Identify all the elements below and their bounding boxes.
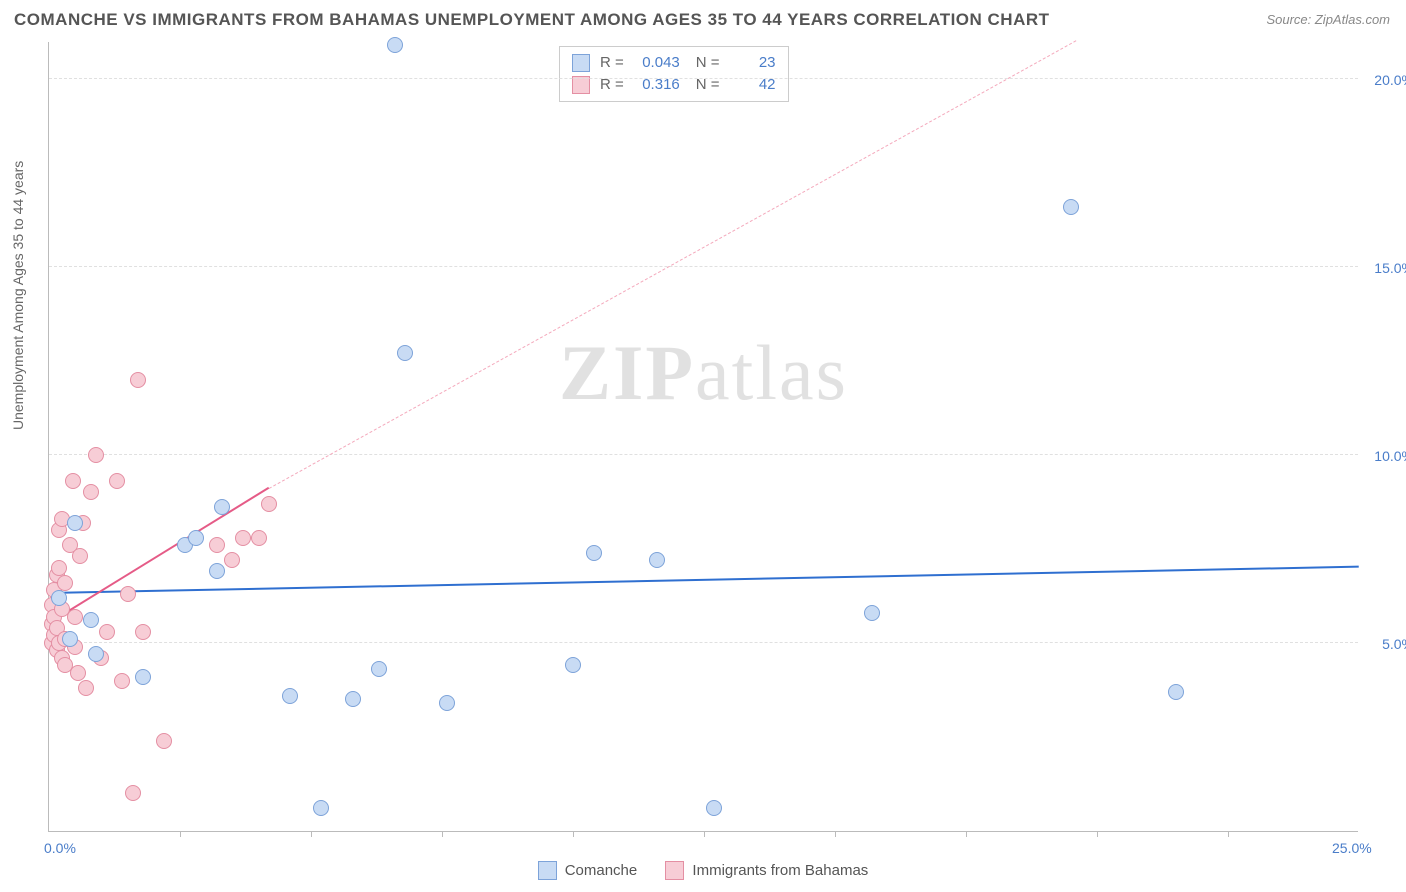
data-point — [209, 563, 225, 579]
data-point — [586, 545, 602, 561]
gridline — [49, 454, 1358, 455]
data-point — [706, 800, 722, 816]
data-point — [261, 496, 277, 512]
data-point — [135, 669, 151, 685]
data-point — [251, 530, 267, 546]
data-point — [135, 624, 151, 640]
x-tick — [1097, 831, 1098, 837]
data-point — [125, 785, 141, 801]
y-tick-label: 10.0% — [1374, 448, 1406, 464]
data-point — [67, 609, 83, 625]
y-tick-label: 15.0% — [1374, 260, 1406, 276]
data-point — [88, 447, 104, 463]
x-tick — [311, 831, 312, 837]
legend-item-bahamas: Immigrants from Bahamas — [665, 861, 868, 880]
trend-line — [269, 40, 1076, 489]
data-point — [439, 695, 455, 711]
data-point — [313, 800, 329, 816]
data-point — [114, 673, 130, 689]
data-point — [209, 537, 225, 553]
data-point — [130, 372, 146, 388]
x-tick — [1228, 831, 1229, 837]
data-point — [156, 733, 172, 749]
legend-row-comanche: R =0.043 N =23 — [572, 52, 776, 74]
data-point — [83, 612, 99, 628]
chart-plot-area: ZIPatlas R =0.043 N =23 R =0.316 N =42 5… — [48, 42, 1358, 832]
x-tick — [835, 831, 836, 837]
data-point — [282, 688, 298, 704]
watermark: ZIPatlas — [559, 328, 848, 418]
data-point — [51, 590, 67, 606]
swatch-comanche — [572, 54, 590, 72]
x-tick-label: 25.0% — [1332, 840, 1372, 856]
x-tick — [966, 831, 967, 837]
data-point — [109, 473, 125, 489]
data-point — [88, 646, 104, 662]
data-point — [1063, 199, 1079, 215]
correlation-legend: R =0.043 N =23 R =0.316 N =42 — [559, 46, 789, 102]
source-label: Source: ZipAtlas.com — [1266, 12, 1390, 27]
data-point — [78, 680, 94, 696]
data-point — [235, 530, 251, 546]
y-tick-label: 5.0% — [1382, 636, 1406, 652]
data-point — [99, 624, 115, 640]
data-point — [1168, 684, 1184, 700]
data-point — [387, 37, 403, 53]
gridline — [49, 78, 1358, 79]
data-point — [397, 345, 413, 361]
data-point — [565, 657, 581, 673]
data-point — [371, 661, 387, 677]
data-point — [120, 586, 136, 602]
data-point — [72, 548, 88, 564]
data-point — [65, 473, 81, 489]
x-tick — [704, 831, 705, 837]
y-axis-label: Unemployment Among Ages 35 to 44 years — [10, 161, 26, 430]
data-point — [51, 560, 67, 576]
data-point — [67, 515, 83, 531]
swatch-bahamas-icon — [665, 861, 684, 880]
x-tick-label: 0.0% — [44, 840, 76, 856]
swatch-comanche-icon — [538, 861, 557, 880]
chart-title: COMANCHE VS IMMIGRANTS FROM BAHAMAS UNEM… — [14, 10, 1050, 30]
data-point — [188, 530, 204, 546]
gridline — [49, 642, 1358, 643]
legend-item-comanche: Comanche — [538, 861, 638, 880]
data-point — [57, 575, 73, 591]
x-tick — [180, 831, 181, 837]
data-point — [83, 484, 99, 500]
data-point — [649, 552, 665, 568]
data-point — [224, 552, 240, 568]
data-point — [864, 605, 880, 621]
data-point — [62, 631, 78, 647]
x-tick — [573, 831, 574, 837]
data-point — [214, 499, 230, 515]
bottom-legend: Comanche Immigrants from Bahamas — [0, 861, 1406, 884]
y-tick-label: 20.0% — [1374, 72, 1406, 88]
gridline — [49, 266, 1358, 267]
data-point — [345, 691, 361, 707]
data-point — [70, 665, 86, 681]
trend-line — [49, 566, 1359, 594]
swatch-bahamas — [572, 76, 590, 94]
x-tick — [442, 831, 443, 837]
